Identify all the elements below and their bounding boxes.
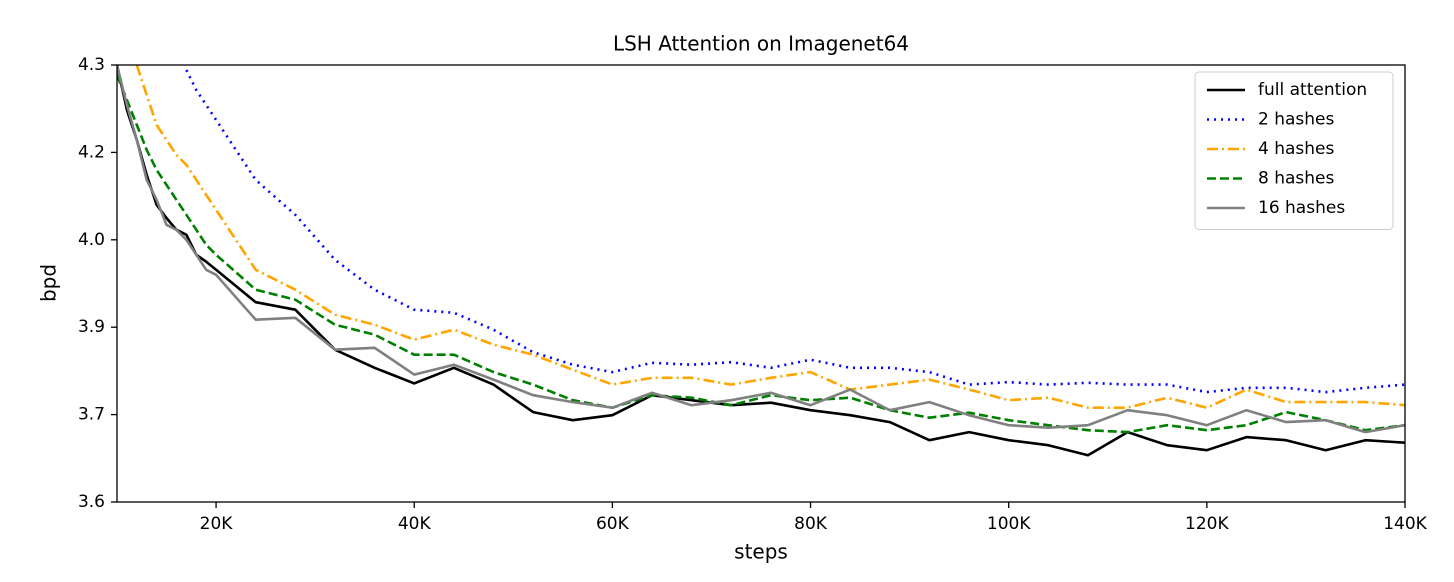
- y-tick-label: 4.3: [78, 55, 105, 75]
- series-line: [117, 65, 1405, 434]
- plot-frame: [116, 64, 1406, 503]
- y-tick-label: 4.2: [78, 142, 105, 162]
- x-tick-label: 40K: [398, 514, 432, 534]
- x-axis-label: steps: [734, 540, 788, 564]
- series-line: [185, 69, 1405, 394]
- x-tick-label: 80K: [794, 514, 828, 534]
- legend-box: [1194, 71, 1394, 230]
- legend-label: full attention: [1258, 80, 1367, 100]
- x-tick-label: 120K: [1185, 514, 1229, 534]
- legend-label: 2 hashes: [1258, 110, 1335, 130]
- legend-label: 16 hashes: [1258, 198, 1345, 218]
- x-tick-label: 20K: [200, 514, 234, 534]
- y-tick-label: 3.6: [78, 492, 105, 512]
- x-tick-label: 100K: [987, 514, 1031, 534]
- legend: full attention 2 hashes 4 hashes 8 hashes 16…: [1194, 71, 1394, 230]
- y-tick-label: 3.7: [78, 405, 105, 425]
- chart-title: LSH Attention on Imagenet64: [613, 32, 909, 56]
- y-tick-label: 3.9: [78, 317, 105, 337]
- y-axis-label: bpd: [37, 264, 61, 302]
- legend-label: 8 hashes: [1258, 169, 1335, 189]
- y-tick-label: 4.0: [78, 230, 105, 250]
- series-line: [117, 65, 1405, 457]
- x-tick-label: 60K: [596, 514, 630, 534]
- legend-label: 4 hashes: [1258, 139, 1335, 159]
- plot-lines: [117, 65, 1405, 457]
- x-tick-label: 140K: [1383, 514, 1427, 534]
